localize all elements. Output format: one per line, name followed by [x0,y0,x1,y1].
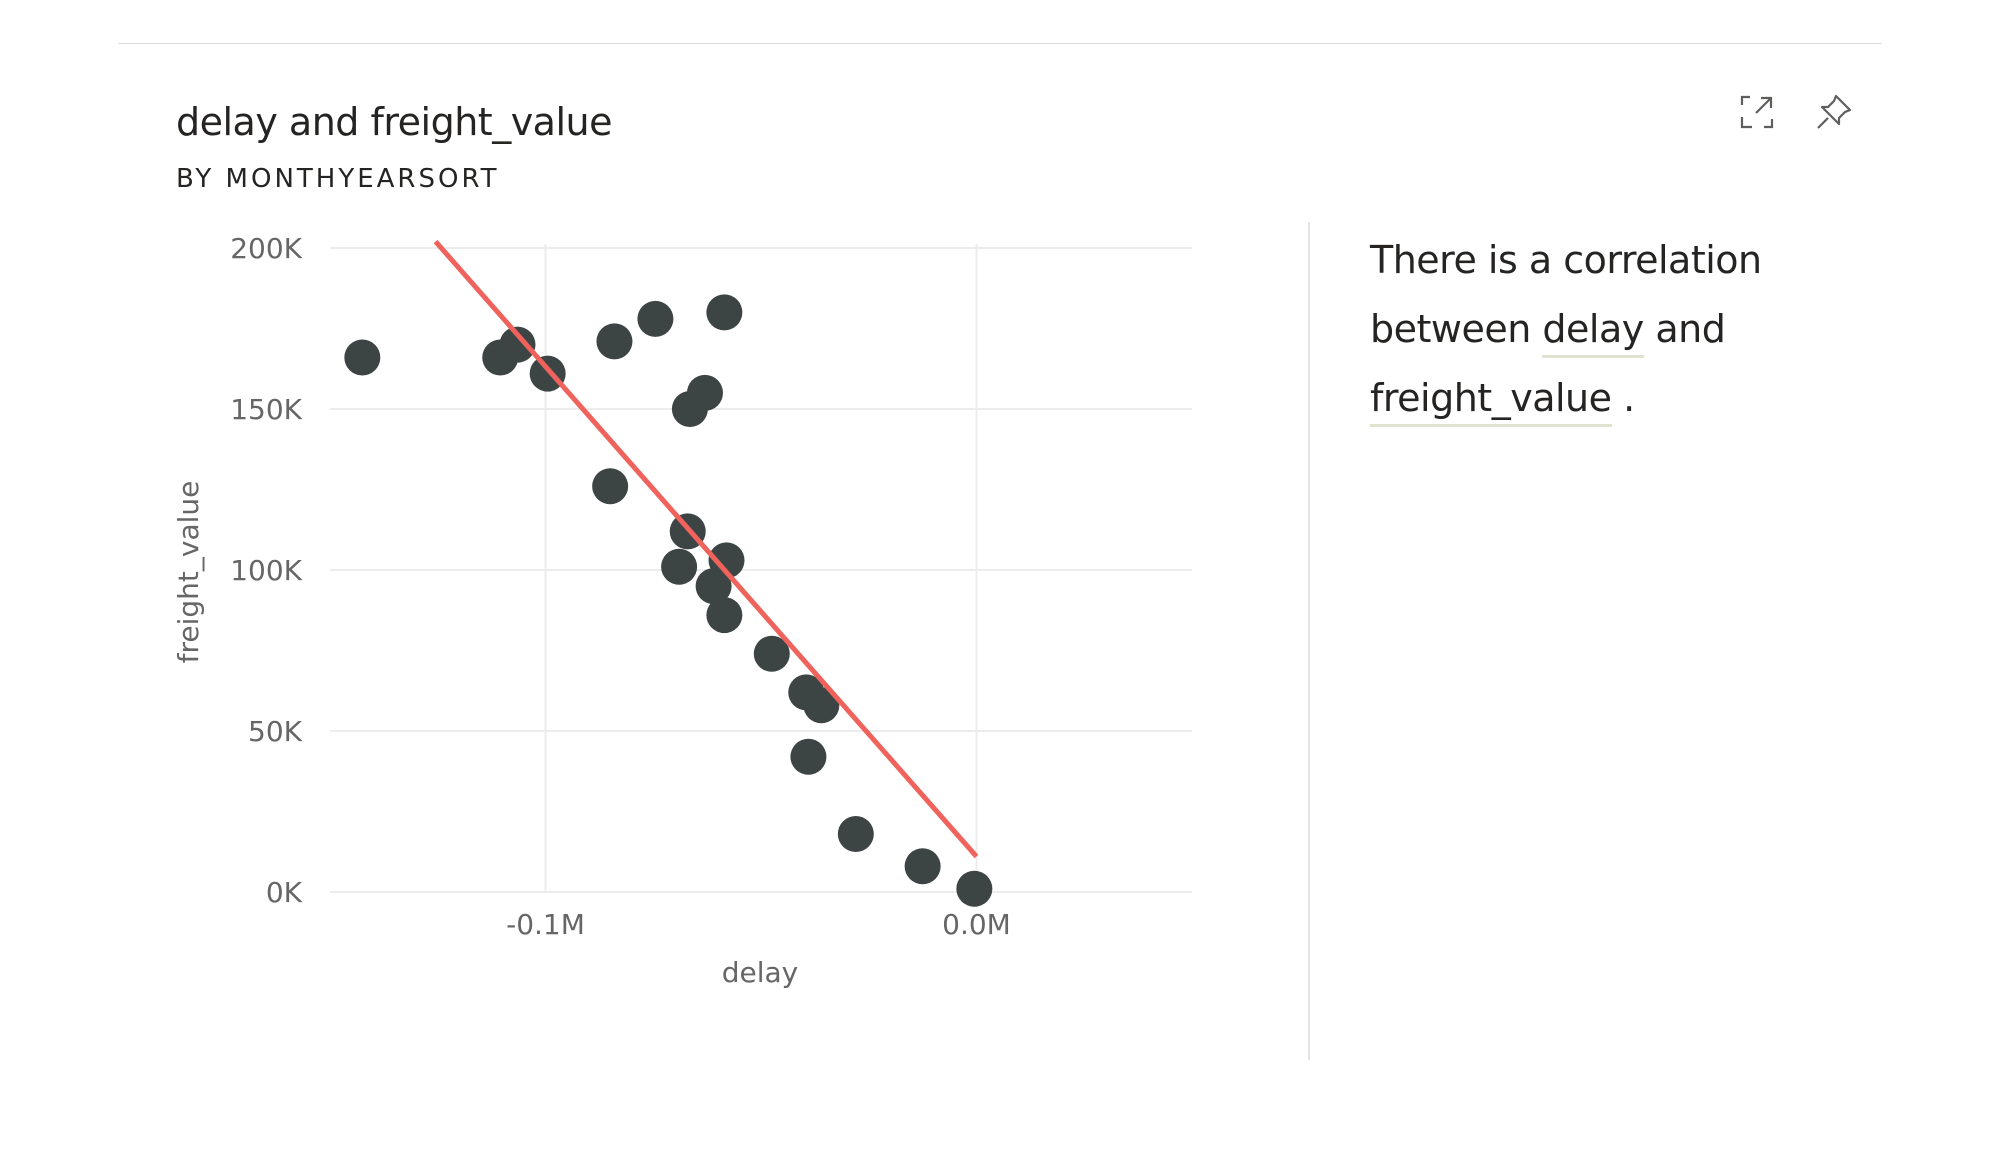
data-point[interactable] [753,635,790,672]
x-tick-label: -0.1M [506,908,585,941]
data-point[interactable] [661,548,698,585]
data-point[interactable] [803,687,840,724]
chart-trendline-layer [433,239,979,859]
chart-gridlines [330,244,1192,893]
data-point[interactable] [706,597,743,634]
data-point[interactable] [499,326,536,363]
data-point[interactable] [637,300,674,337]
y-axis-tick-labels: 0K 50K 100K 150K 200K [230,232,302,909]
data-point[interactable] [837,816,874,853]
y-tick-label: 50K [248,715,303,748]
insight-prefix: There is a correlation between [1370,238,1762,351]
pin-icon [1814,92,1854,136]
top-divider [118,43,1882,44]
y-tick-label: 0K [266,876,303,909]
data-point[interactable] [706,294,743,331]
section-divider [1308,222,1310,1060]
data-point[interactable] [956,870,993,907]
y-tick-label: 150K [230,393,302,426]
insight-term-delay[interactable]: delay [1542,303,1644,358]
card-title: delay and freight_value [176,100,612,144]
data-point[interactable] [671,391,708,427]
insight-text: There is a correlation between delay and… [1370,226,1870,433]
trendline [433,239,979,859]
chart-points [344,294,993,907]
focus-mode-button[interactable] [1731,88,1783,140]
insight-term-freight-value[interactable]: freight_value [1370,372,1612,427]
y-tick-label: 200K [230,232,302,265]
insight-middle: and [1655,307,1726,351]
pin-button[interactable] [1808,88,1860,140]
data-point[interactable] [344,339,381,376]
x-axis-title: delay [722,956,799,989]
card-subtitle: BY MONTHYEARSORT [176,164,500,194]
data-point[interactable] [596,323,633,360]
data-point[interactable] [695,568,732,605]
data-point[interactable] [904,848,941,885]
x-axis-tick-labels: -0.1M 0.0M [506,908,1011,941]
y-tick-label: 100K [230,554,302,587]
y-axis-title: freight_value [172,481,205,664]
insight-suffix: . [1623,376,1635,420]
focus-mode-icon [1738,93,1776,135]
data-point[interactable] [592,468,629,505]
x-tick-label: 0.0M [942,908,1011,941]
data-point[interactable] [790,738,827,775]
